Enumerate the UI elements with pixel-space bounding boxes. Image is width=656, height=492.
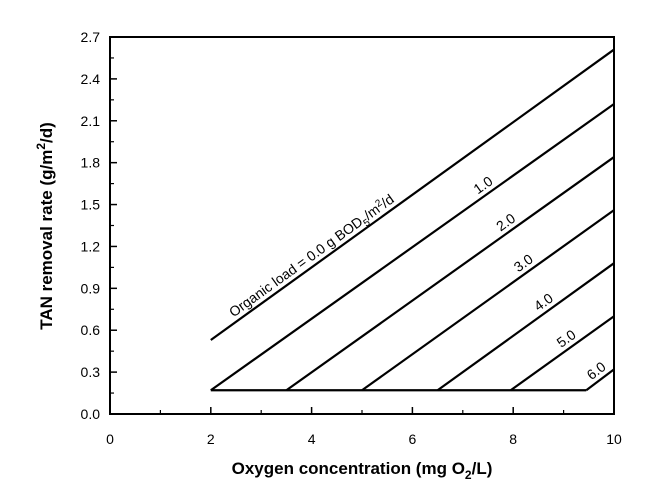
x-axis-ticks: 0 2 4 6 8 10 [106, 407, 622, 447]
y-axis-title-sup: 2 [34, 143, 48, 150]
y-axis-ticks: 0.0 0.3 0.6 0.9 1.2 1.5 1.8 2.1 2.4 2.7 [81, 29, 117, 422]
x-tick-label: 6 [409, 431, 417, 447]
x-tick-label: 8 [509, 431, 517, 447]
series-label-5: 5.0 [554, 326, 579, 350]
series-label-4: 4.0 [531, 290, 556, 314]
y-tick-label: 1.8 [81, 155, 101, 171]
y-tick-label: 1.2 [81, 238, 101, 254]
x-tick-label: 4 [308, 431, 316, 447]
y-axis-title-end: /d) [37, 122, 56, 143]
series-label-3: 3.0 [511, 251, 536, 275]
x-axis-title-end: /L) [472, 459, 493, 478]
series-lines [210, 48, 615, 392]
y-tick-label: 0.3 [81, 364, 101, 380]
y-tick-label: 2.1 [81, 113, 101, 129]
y-tick-label: 0.9 [81, 280, 101, 296]
x-axis-title-main: Oxygen concentration (mg O [232, 459, 465, 478]
x-tick-label: 2 [207, 431, 215, 447]
x-axis-title: Oxygen concentration (mg O2/L) [232, 459, 493, 482]
series-line-6 [585, 368, 615, 392]
series-line-0 [210, 48, 615, 341]
x-tick-label: 0 [106, 431, 114, 447]
y-tick-label: 0.6 [81, 322, 101, 338]
series-line-1 [210, 103, 615, 392]
series-line-5 [510, 315, 615, 392]
x-axis-title-sub: 2 [465, 468, 472, 482]
series-line-4 [436, 262, 615, 392]
series-label-1: 1.0 [470, 173, 495, 197]
y-tick-label: 1.5 [81, 197, 101, 213]
y-axis-title: TAN removal rate (g/m2/d) [34, 122, 56, 330]
x-tick-label: 10 [606, 431, 622, 447]
series-line-3 [361, 209, 615, 392]
y-axis-title-main: TAN removal rate (g/m [37, 150, 56, 330]
series-label-0: Organic load = 0.0 g BOD5/m2/d [226, 191, 399, 324]
y-tick-label: 2.7 [81, 29, 101, 45]
series-label-6: 6.0 [583, 358, 608, 383]
series-line-2 [285, 156, 615, 392]
y-tick-label: 0.0 [81, 406, 101, 422]
y-tick-label: 2.4 [81, 71, 101, 87]
series-label-2: 2.0 [493, 210, 518, 234]
